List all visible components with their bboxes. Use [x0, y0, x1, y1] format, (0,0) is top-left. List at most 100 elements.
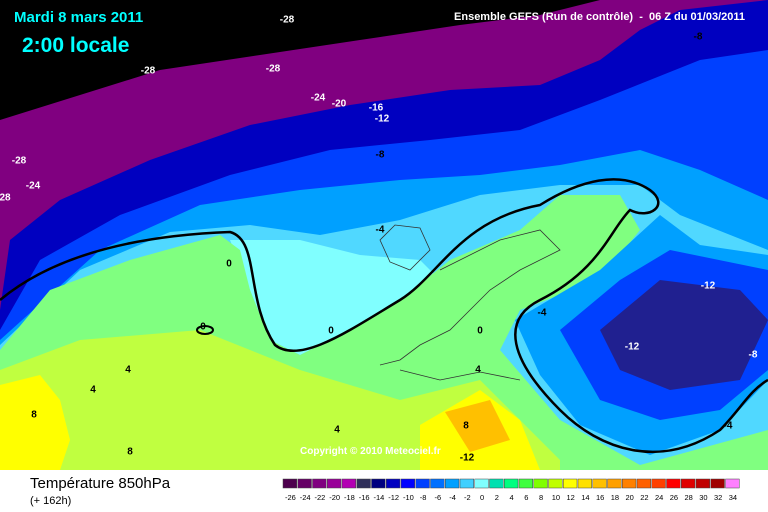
color-swatch [592, 478, 607, 489]
contour-label: 8 [127, 447, 133, 458]
scale-label: -4 [449, 493, 456, 502]
field-zone [0, 375, 70, 470]
color-swatch [681, 478, 696, 489]
contour-label: 4 [90, 385, 96, 396]
scale-label: -6 [435, 493, 442, 502]
contour-label: -28 [280, 15, 295, 26]
color-swatch [371, 478, 386, 489]
copyright: Copyright © 2010 Meteociel.fr [300, 446, 441, 457]
forecast-date: Mardi 8 mars 2011 [14, 9, 143, 26]
scale-label: 20 [625, 493, 633, 502]
color-swatch [445, 478, 460, 489]
scale-label: -24 [300, 493, 311, 502]
contour-label: 4 [125, 365, 131, 376]
contour-label: 4 [334, 425, 340, 436]
scale-label: 8 [539, 493, 543, 502]
contour-label: 0 [477, 326, 483, 337]
scale-label: 6 [524, 493, 528, 502]
contour-label: 28 [0, 193, 11, 204]
scale-label: -26 [285, 493, 296, 502]
contour-label: -4 [538, 308, 547, 319]
scale-label: 12 [566, 493, 574, 502]
color-swatch [710, 478, 725, 489]
scale-label: 34 [729, 493, 737, 502]
contour-label: 8 [31, 410, 37, 421]
scale-label: 24 [655, 493, 663, 502]
contour-label: -24 [311, 93, 326, 104]
scale-label: -22 [314, 493, 325, 502]
scale-label: -20 [329, 493, 340, 502]
color-swatch [297, 478, 312, 489]
contour-label: -8 [376, 150, 385, 161]
color-swatch [651, 478, 666, 489]
scale-label: -10 [403, 493, 414, 502]
color-swatch [607, 478, 622, 489]
scale-label: 16 [596, 493, 604, 502]
color-swatch [400, 478, 415, 489]
color-swatch [622, 478, 637, 489]
scale-label: 18 [611, 493, 619, 502]
color-swatch [282, 478, 297, 489]
contour-label: 8 [463, 421, 469, 432]
scale-label: 32 [714, 493, 722, 502]
contour-label: -20 [332, 99, 347, 110]
color-swatch [327, 478, 342, 489]
contour-label: -4 [724, 421, 733, 432]
color-scale: -26 -24 -22 -20 -18 -16 -14 -12 -10 -8 -6 -4 -2 0 2 4 6 8… [282, 478, 740, 502]
field-zone [445, 400, 510, 452]
scale-label: 30 [699, 493, 707, 502]
color-swatch [459, 478, 474, 489]
color-swatch [341, 478, 356, 489]
contour-label: 0 [328, 326, 334, 337]
local-time: 2:00 locale [22, 34, 129, 57]
scale-label: 14 [581, 493, 589, 502]
contour-label: 4 [475, 365, 481, 376]
color-swatch [563, 478, 578, 489]
contour-label: -8 [694, 32, 703, 43]
contour-label: -28 [141, 66, 156, 77]
color-swatch [577, 478, 592, 489]
lead-time: (+ 162h) [30, 495, 71, 507]
scale-label: 26 [670, 493, 678, 502]
contour-label: -12 [460, 453, 475, 464]
contour-label: -28 [266, 64, 281, 75]
color-swatch [636, 478, 651, 489]
legend-panel [0, 470, 768, 512]
color-swatch [518, 478, 533, 489]
scale-label: 28 [684, 493, 692, 502]
zero-isotherm [196, 325, 214, 335]
contour-label: -12 [625, 342, 640, 353]
color-swatch [356, 478, 371, 489]
field-zone [600, 280, 768, 390]
scale-label: 0 [480, 493, 484, 502]
scale-label: -8 [420, 493, 427, 502]
color-swatch [548, 478, 563, 489]
color-swatch [312, 478, 327, 489]
coastline [379, 224, 561, 381]
color-swatch [415, 478, 430, 489]
scale-label: 22 [640, 493, 648, 502]
scale-label: 4 [510, 493, 514, 502]
contour-label: 0 [226, 259, 232, 270]
contour-label: -28 [12, 156, 27, 167]
model-run: Ensemble GEFS (Run de contrôle) - 06 Z d… [454, 11, 745, 23]
color-swatch [666, 478, 681, 489]
zero-isotherm [0, 178, 768, 453]
scale-label: 10 [552, 493, 560, 502]
scale-label: -18 [344, 493, 355, 502]
color-swatch [695, 478, 710, 489]
contour-label: -12 [375, 114, 390, 125]
contour-label: -16 [369, 103, 384, 114]
contour-label: 0 [200, 322, 206, 333]
color-swatch [489, 478, 504, 489]
legend-title: Température 850hPa [30, 475, 171, 492]
color-swatch [430, 478, 445, 489]
color-swatch [386, 478, 401, 489]
scale-label: -14 [373, 493, 384, 502]
color-swatch [504, 478, 519, 489]
scale-label: -12 [388, 493, 399, 502]
scale-label: 2 [495, 493, 499, 502]
